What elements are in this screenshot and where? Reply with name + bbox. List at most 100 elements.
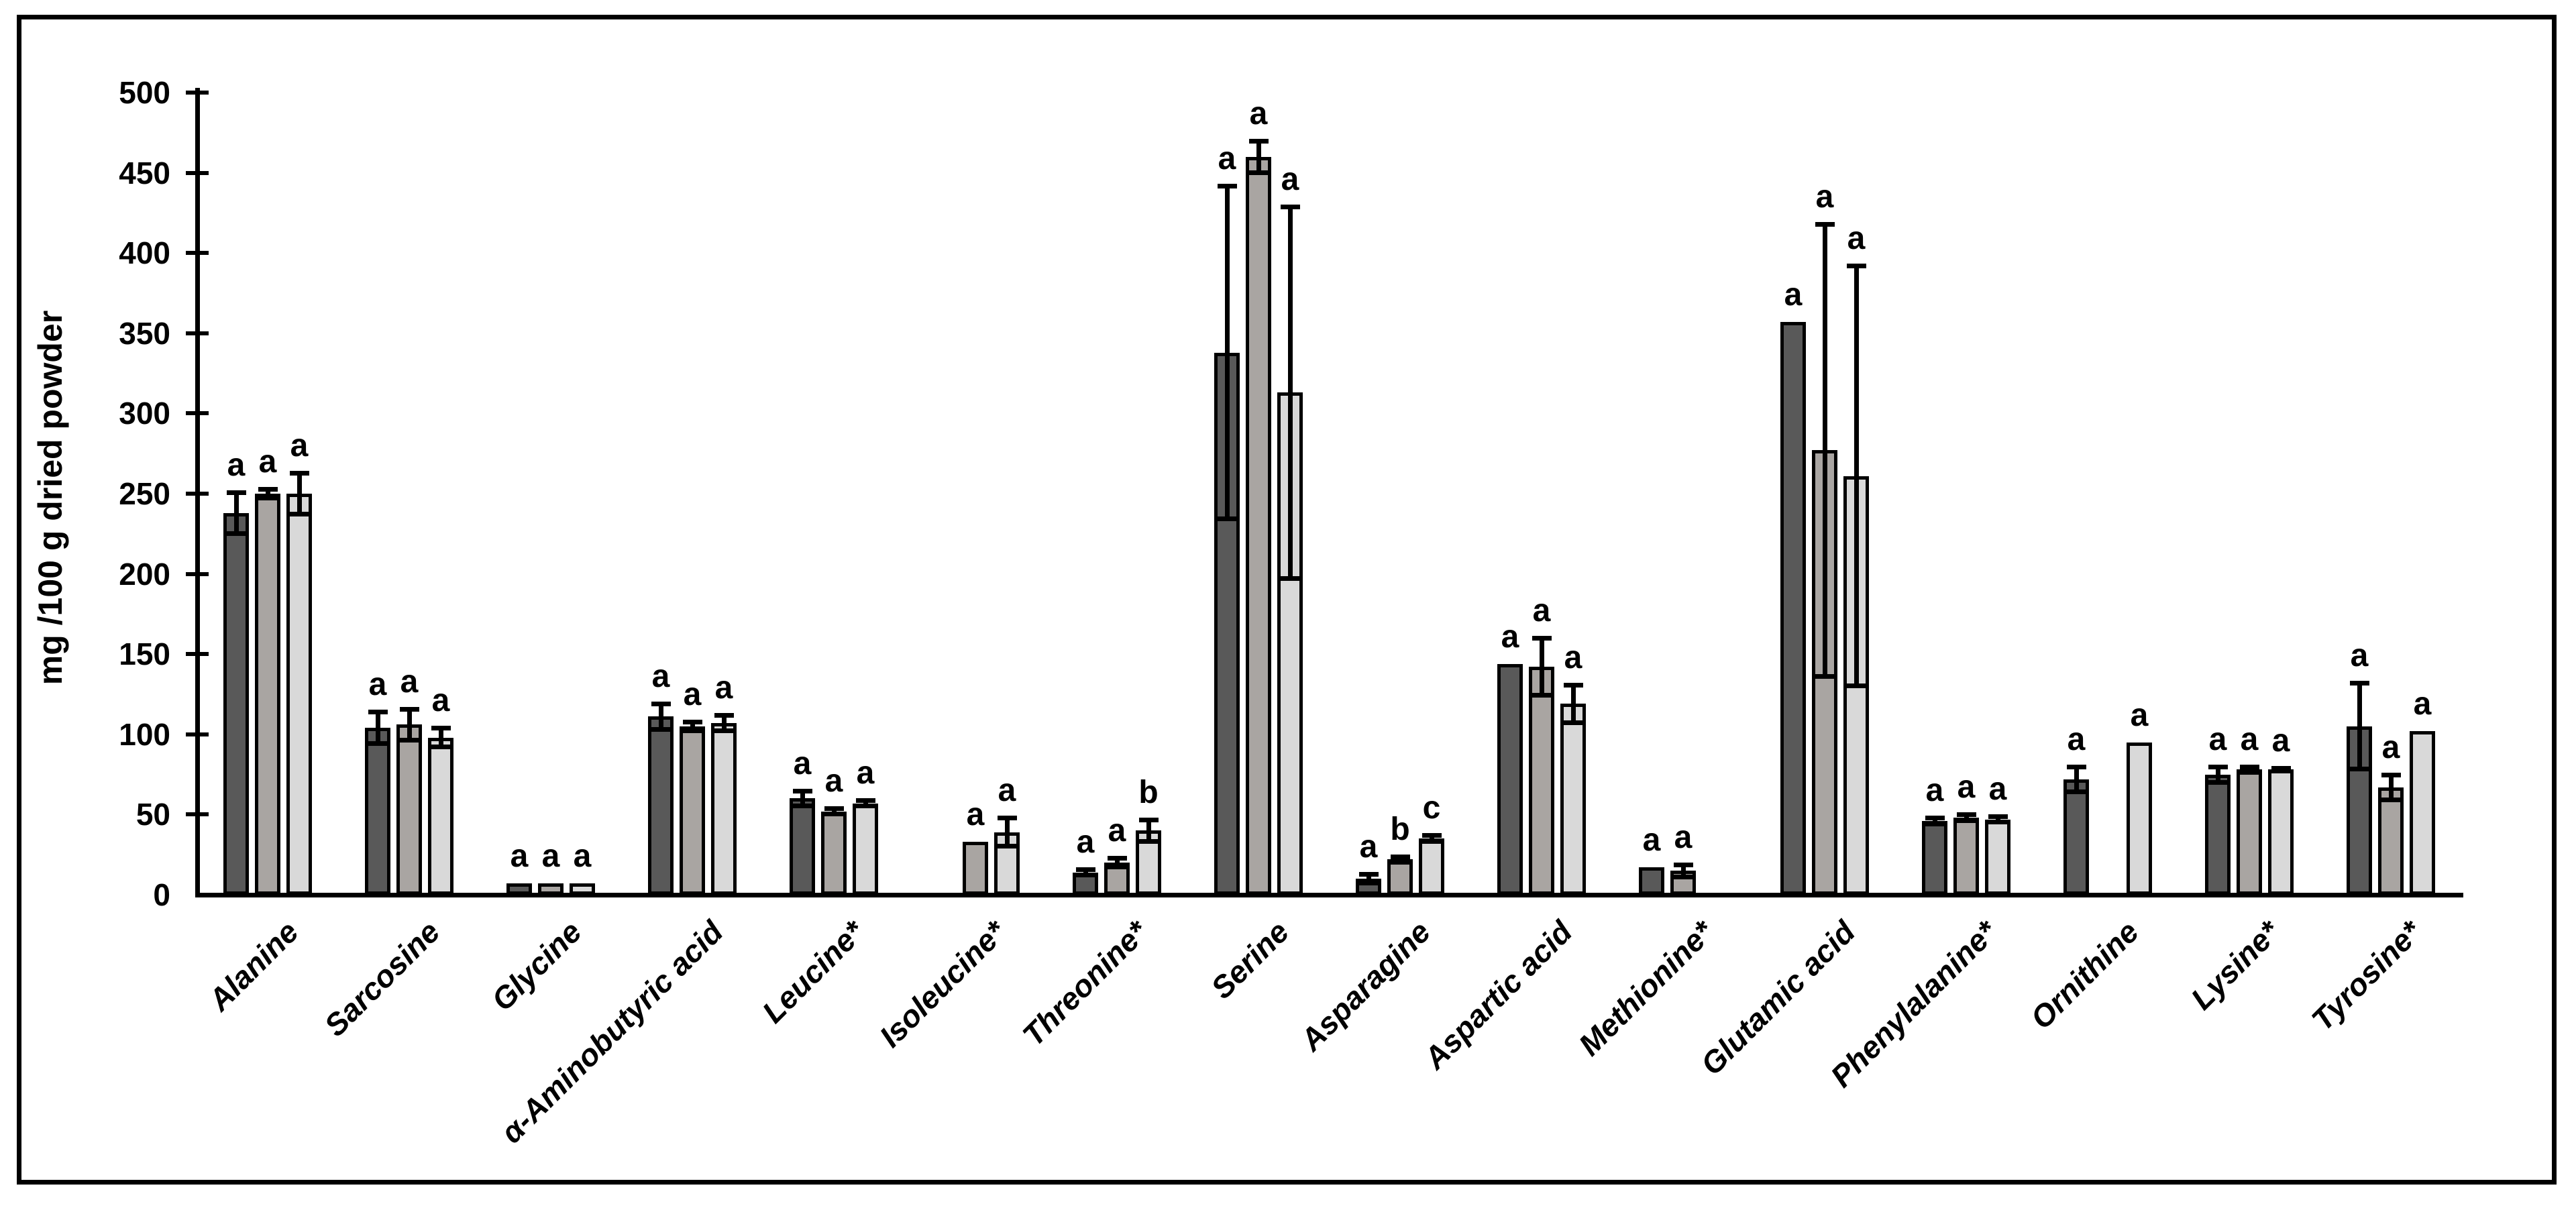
error-bar-cap-bottom: [714, 728, 734, 734]
error-bar-cap-bottom: [1281, 575, 1300, 581]
error-bar-cap-bottom: [368, 741, 388, 747]
error-bar-cap-top: [1218, 183, 1237, 188]
bar: [1922, 820, 1947, 895]
error-bar-line: [690, 721, 695, 731]
error-bar-cap-top: [651, 702, 671, 707]
error-bar-cap-bottom: [1218, 516, 1237, 522]
error-bar-line: [234, 492, 239, 534]
significance-letter: a: [1847, 221, 1866, 257]
bar: [2347, 726, 2372, 895]
significance-letter: a: [1642, 822, 1661, 859]
error-bar-line: [832, 808, 837, 815]
significance-letter: a: [573, 838, 592, 875]
error-bar-cap-bottom: [431, 744, 451, 749]
error-bar-cap-bottom: [856, 804, 875, 809]
error-bar-cap-bottom: [1139, 839, 1159, 844]
error-bar-cap-bottom: [1359, 881, 1379, 886]
error-bar-line: [863, 800, 868, 807]
error-bar-line: [1398, 856, 1403, 863]
bar: [570, 883, 595, 895]
significance-letter: a: [966, 797, 985, 833]
bar: [1246, 156, 1271, 895]
error-bar-line: [439, 728, 443, 747]
error-bar-cap-bottom: [1674, 874, 1693, 879]
y-tick-label: 450: [119, 155, 170, 190]
bar: [223, 512, 249, 895]
significance-letter: a: [1925, 773, 1944, 809]
significance-letter: a: [1281, 161, 1299, 197]
error-bar-line: [2357, 683, 2362, 770]
error-bar-cap-top: [400, 706, 419, 712]
error-bar-line: [2074, 766, 2079, 792]
error-bar-cap-top: [2381, 772, 2401, 777]
error-bar-cap-top: [1925, 816, 1945, 821]
error-bar-cap-top: [2208, 764, 2228, 769]
error-bar-cap-top: [2240, 764, 2259, 769]
significance-letter: a: [1784, 277, 1803, 313]
significance-letter: a: [368, 667, 387, 703]
error-bar-cap-bottom: [1957, 818, 1976, 823]
error-bar-cap-bottom: [227, 531, 246, 536]
error-bar-line: [297, 472, 302, 515]
significance-letter: a: [683, 676, 702, 712]
error-bar-line: [722, 715, 727, 731]
error-bar-cap-bottom: [2067, 789, 2086, 794]
error-bar-cap-top: [1847, 264, 1866, 269]
y-tick: [186, 652, 209, 657]
error-bar-cap-bottom: [824, 812, 844, 817]
y-tick: [186, 732, 209, 736]
category-label: Leucine*: [755, 914, 871, 1030]
error-bar-cap-top: [683, 719, 702, 724]
error-bar-cap-top: [1249, 138, 1269, 144]
error-bar-cap-bottom: [258, 496, 278, 501]
error-bar-line: [2216, 766, 2220, 783]
significance-letter: a: [1218, 140, 1236, 176]
bar: [396, 724, 422, 895]
significance-letter: a: [1359, 828, 1378, 865]
error-bar-cap-bottom: [2208, 779, 2228, 785]
bar: [853, 803, 878, 895]
bar: [2378, 787, 2404, 895]
error-bar-cap-top: [2271, 766, 2291, 771]
bar: [1780, 322, 1806, 895]
bar: [1419, 838, 1444, 895]
error-bar-line: [1256, 140, 1261, 173]
error-bar-cap-top: [1674, 862, 1693, 867]
y-tick: [186, 331, 209, 335]
error-bar-cap-bottom: [1391, 860, 1410, 865]
error-bar-cap-bottom: [683, 728, 702, 734]
y-tick-label: 300: [119, 396, 170, 431]
error-bar-cap-bottom: [1076, 873, 1095, 878]
error-bar-line: [1571, 684, 1576, 724]
error-bar-cap-top: [290, 470, 309, 476]
y-tick-label: 100: [119, 716, 170, 752]
y-tick: [186, 492, 209, 496]
bar: [428, 737, 453, 895]
error-bar-line: [407, 708, 412, 741]
significance-letter: a: [824, 763, 843, 799]
x-axis-line: [195, 893, 2463, 897]
significance-letter: a: [1564, 639, 1582, 675]
y-tick: [186, 91, 209, 95]
bar: [286, 494, 312, 895]
error-bar-line: [659, 704, 663, 730]
error-bar-cap-bottom: [1815, 673, 1835, 679]
significance-letter: a: [793, 745, 812, 781]
y-tick-label: 0: [153, 877, 170, 912]
significance-letter: a: [1674, 819, 1693, 855]
error-bar-line: [1964, 814, 1969, 821]
error-bar-line: [1225, 185, 1230, 520]
error-bar-cap-top: [998, 816, 1017, 821]
error-bar-line: [1996, 816, 2000, 823]
bar: [680, 726, 705, 895]
error-bar-cap-bottom: [1847, 683, 1866, 689]
y-tick-label: 250: [119, 476, 170, 511]
error-bar-cap-top: [1988, 814, 2008, 819]
bar: [648, 716, 674, 895]
significance-letter: a: [1108, 812, 1126, 848]
significance-letter: b: [1390, 811, 1410, 847]
significance-letter: a: [2208, 721, 2227, 757]
error-bar-line: [800, 790, 805, 807]
significance-letter: a: [510, 838, 529, 875]
